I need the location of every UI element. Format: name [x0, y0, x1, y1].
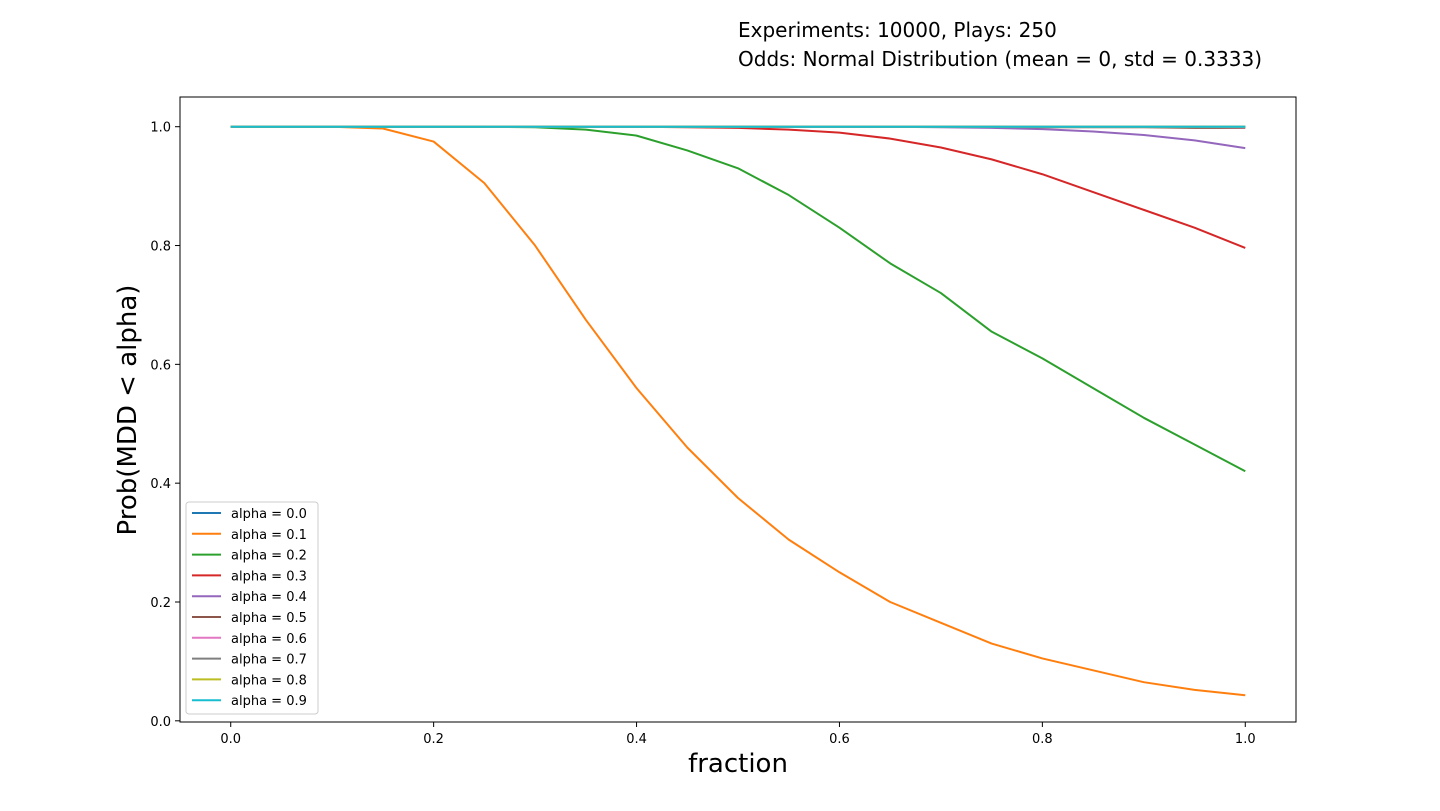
x-tick-label: 0.6	[829, 732, 850, 747]
y-tick-label: 0.2	[150, 596, 171, 611]
legend-label: alpha = 0.6	[231, 632, 307, 647]
plot-frame	[179, 96, 1297, 723]
legend-items: alpha = 0.0 alpha = 0.1 alpha = 0.2 alpha =…	[192, 507, 307, 709]
x-tick-label: 0.8	[1032, 732, 1053, 747]
x-tick-label: 0.2	[423, 732, 444, 747]
legend-label: alpha = 0.8	[231, 673, 307, 688]
series-line-1	[230, 125, 1246, 697]
y-axis-label: Prob(MDD < alpha)	[113, 285, 143, 536]
legend-label: alpha = 0.1	[231, 528, 307, 543]
x-tick-label: 0.4	[626, 732, 647, 747]
series-layer	[230, 125, 1246, 697]
y-tick-label: 0.8	[150, 240, 171, 255]
y-tick-label: 0.6	[150, 358, 171, 373]
x-tick-label: 0.0	[220, 732, 241, 747]
legend-item: alpha = 0.4	[192, 590, 307, 605]
legend-item: alpha = 0.5	[192, 611, 307, 626]
y-axis: 0.0 0.2 0.4 0.6 0.8 1.0	[150, 121, 180, 730]
legend-item: alpha = 0.9	[192, 694, 307, 709]
legend-item: alpha = 0.2	[192, 549, 307, 564]
legend-item: alpha = 0.1	[192, 528, 307, 543]
legend-label: alpha = 0.3	[231, 569, 307, 584]
legend-label: alpha = 0.4	[231, 590, 307, 605]
legend-item: alpha = 0.7	[192, 653, 307, 668]
legend-item: alpha = 0.0	[192, 507, 307, 522]
y-tick-label: 0.0	[150, 715, 171, 730]
x-axis: 0.0 0.2 0.4 0.6 0.8 1.0	[220, 722, 1256, 747]
y-tick-label: 0.4	[150, 477, 171, 492]
legend-item: alpha = 0.6	[192, 632, 307, 647]
title-line-2: Odds: Normal Distribution (mean = 0, std…	[738, 47, 1262, 71]
legend-label: alpha = 0.7	[231, 653, 307, 668]
x-axis-label: fraction	[688, 749, 788, 779]
chart-title: Experiments: 10000, Plays: 250 Odds: Nor…	[738, 18, 1262, 71]
legend-item: alpha = 0.8	[192, 673, 307, 688]
x-tick-label: 1.0	[1235, 732, 1256, 747]
legend-label: alpha = 0.0	[231, 507, 307, 522]
legend-label: alpha = 0.9	[231, 694, 307, 709]
legend-label: alpha = 0.2	[231, 549, 307, 564]
legend-item: alpha = 0.3	[192, 569, 307, 584]
title-line-1: Experiments: 10000, Plays: 250	[738, 18, 1057, 42]
legend: alpha = 0.0 alpha = 0.1 alpha = 0.2 alpha =…	[185, 501, 319, 715]
y-tick-label: 1.0	[150, 121, 171, 136]
plot-area	[180, 97, 1296, 722]
legend-label: alpha = 0.5	[231, 611, 307, 626]
